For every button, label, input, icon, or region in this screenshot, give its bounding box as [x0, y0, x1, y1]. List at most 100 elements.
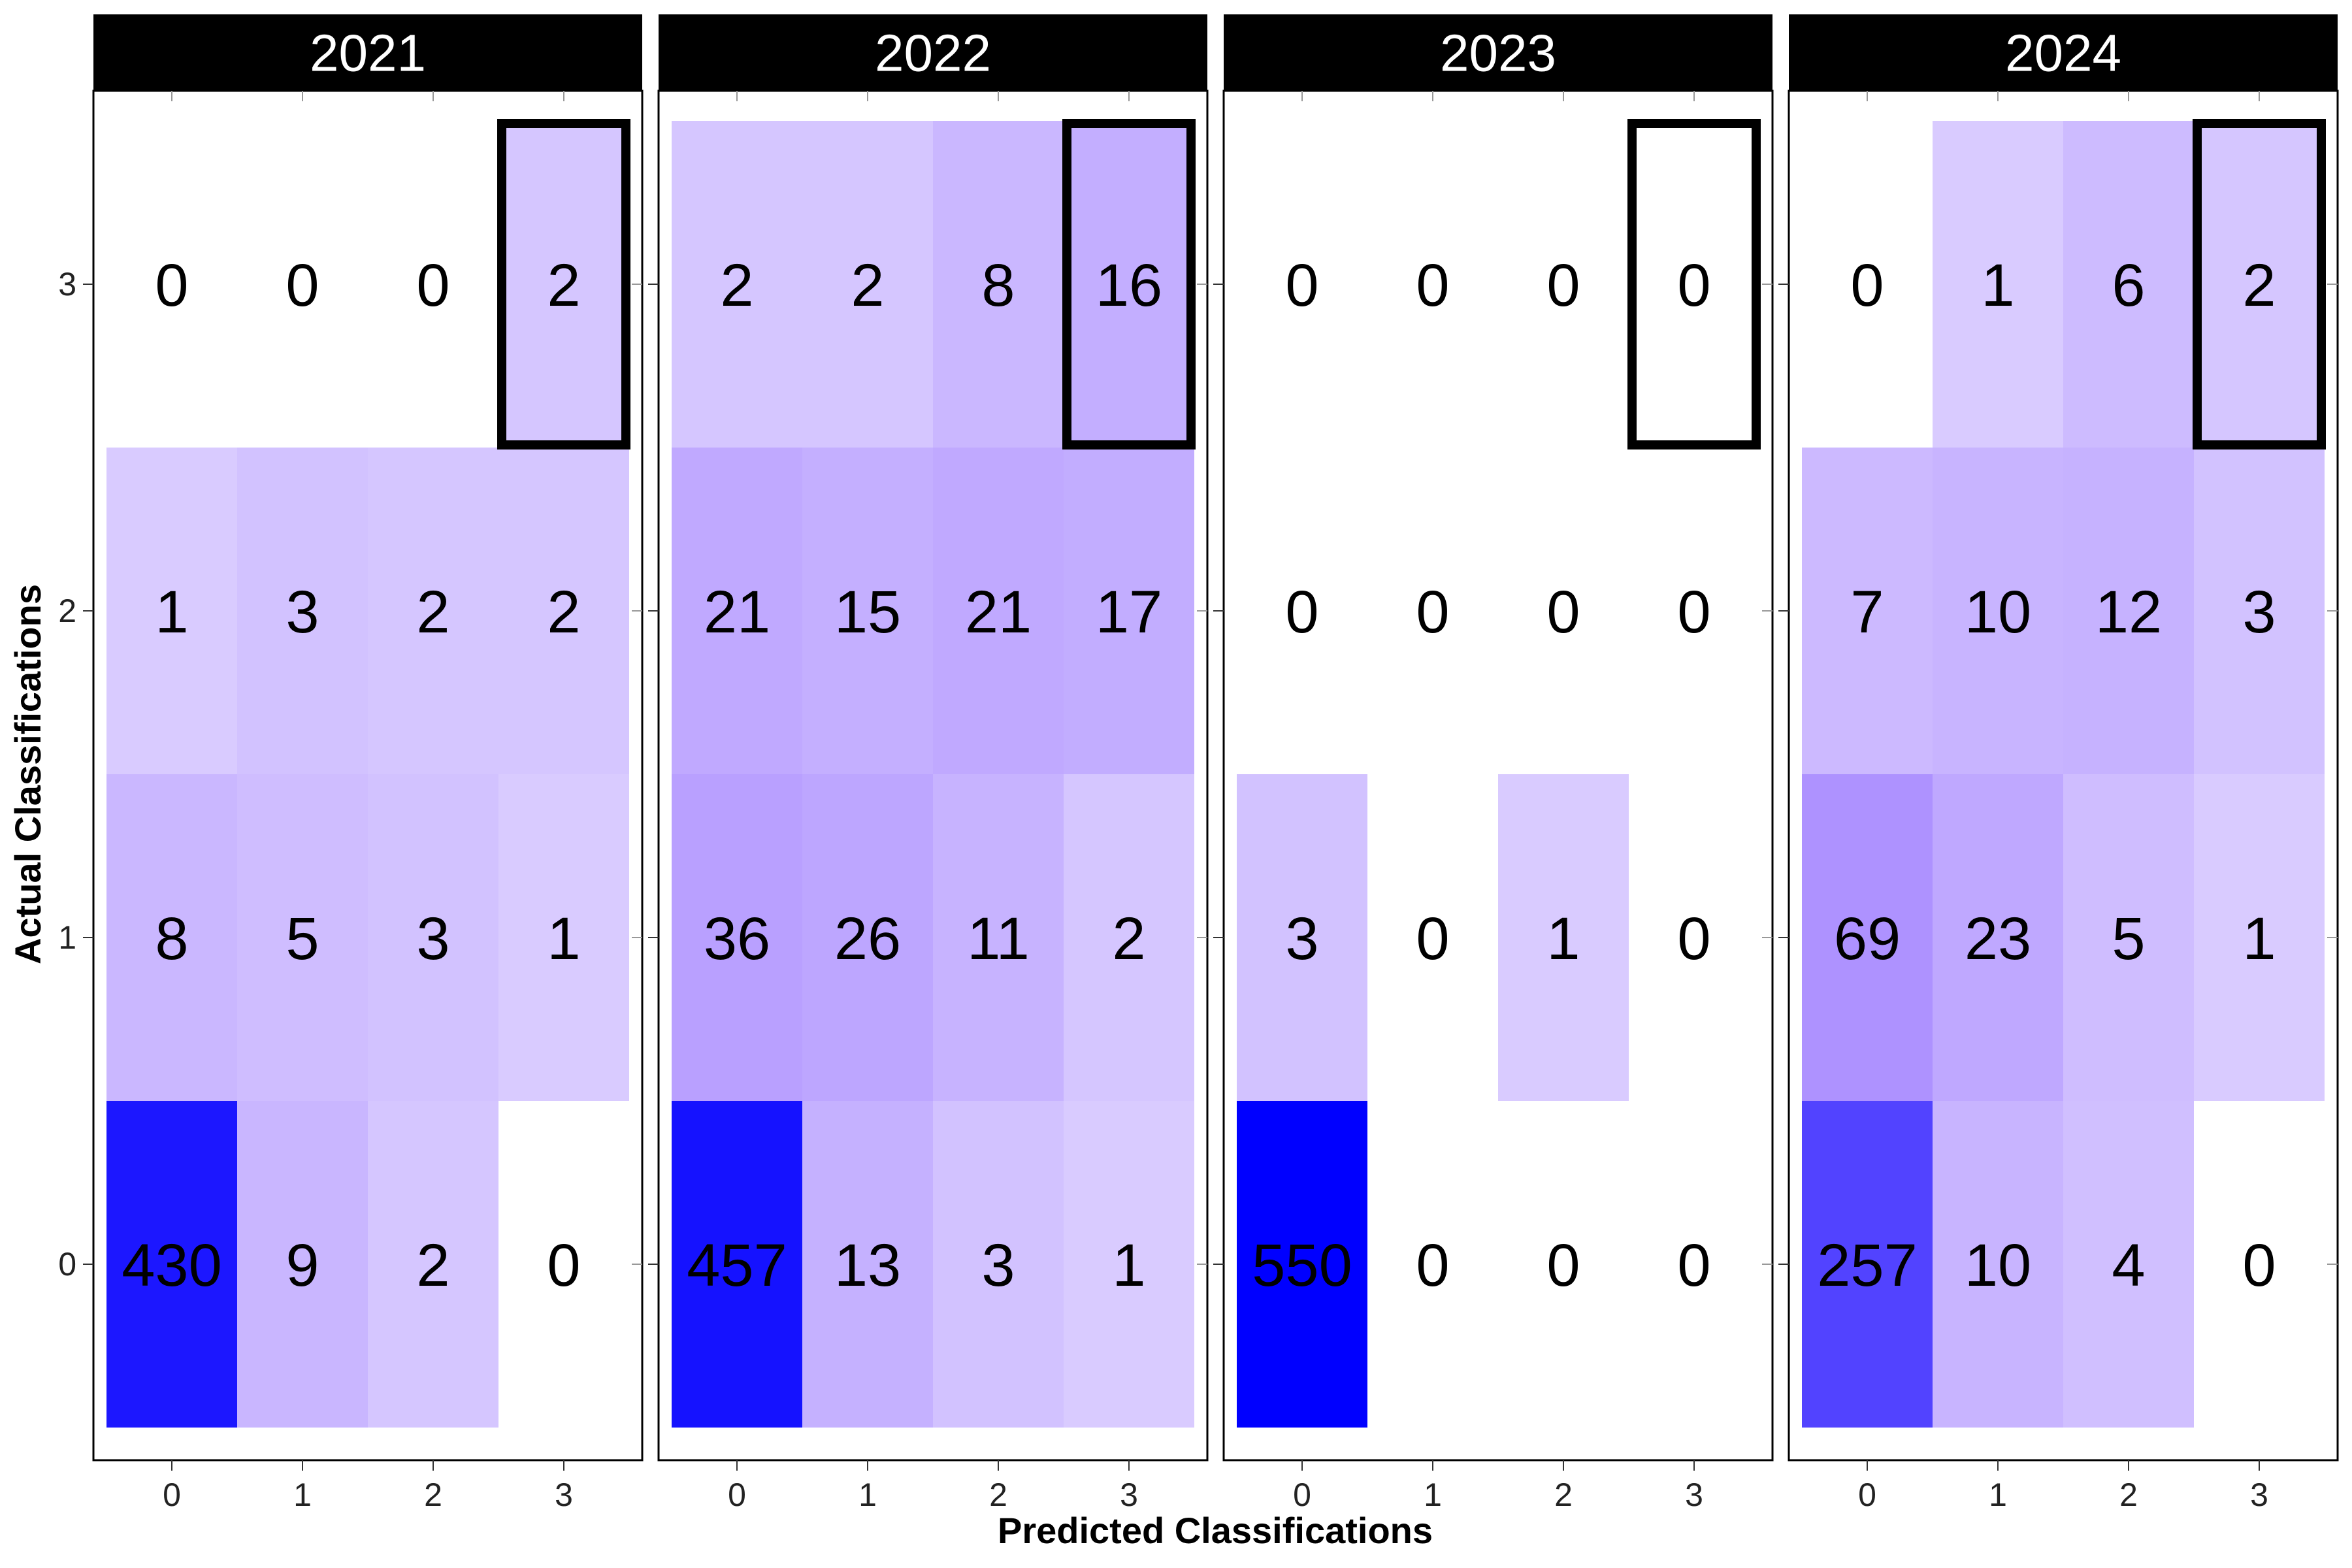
y-tick-label: 3	[58, 266, 76, 302]
facet-panel-2021: 2021 430 9 2 0 8 5 3 1 1 3 2 2 0 0 0 2 0 1 2 3	[92, 14, 644, 1513]
heatmap-cell	[802, 121, 933, 448]
x-tick-label: 0	[1293, 1477, 1311, 1513]
cell-value-label: 0	[286, 252, 319, 319]
cell-value-label: 0	[1416, 906, 1449, 972]
heatmap-cell	[1237, 774, 1367, 1101]
heatmap-cell	[1629, 121, 1759, 448]
heatmap-cell	[368, 774, 498, 1101]
heatmap-cell	[2194, 121, 2325, 448]
heatmap-cell	[1367, 121, 1498, 448]
heatmap-cell	[1064, 121, 1194, 448]
heatmap-cell	[672, 448, 802, 774]
cell-value-label: 3	[416, 906, 449, 972]
cell-value-label: 2	[547, 579, 580, 645]
cell-value-label: 1	[547, 906, 580, 972]
heatmap-cell	[933, 121, 1064, 448]
heatmap-cell	[106, 448, 237, 774]
cell-value-label: 0	[1546, 1232, 1580, 1299]
heatmap-cell	[1933, 774, 2063, 1101]
cell-value-label: 0	[1546, 252, 1580, 319]
highlight-box	[1062, 119, 1196, 449]
x-tick-label: 2	[2119, 1477, 2138, 1513]
facet-strip	[659, 14, 1207, 91]
cell-value-label: 2	[547, 252, 580, 319]
heatmap-cell	[2194, 774, 2325, 1101]
cell-value-label: 16	[1096, 252, 1162, 319]
cell-value-label: 3	[286, 579, 319, 645]
cell-value-label: 2	[851, 252, 884, 319]
cell-value-label: 17	[1096, 579, 1162, 645]
heatmap-cell	[1933, 121, 2063, 448]
heatmap-cell	[1802, 448, 1933, 774]
x-tick-label: 1	[1424, 1477, 1442, 1513]
cell-value-label: 0	[1677, 1232, 1710, 1299]
cell-value-label: 26	[834, 906, 901, 972]
cell-value-label: 2	[2242, 252, 2276, 319]
heatmap-cell	[498, 448, 629, 774]
cell-value-label: 36	[704, 906, 770, 972]
facet-strip	[1789, 14, 2338, 91]
cell-value-label: 5	[286, 906, 319, 972]
heatmap-cell	[237, 448, 368, 774]
cell-value-label: 3	[981, 1232, 1015, 1299]
heatmap-cell	[498, 121, 629, 448]
x-axis-title: Predicted Classifications	[998, 1510, 1433, 1551]
y-tick-label: 2	[58, 593, 76, 629]
cell-value-label: 0	[1546, 579, 1580, 645]
heatmap-cell	[1498, 774, 1629, 1101]
facet-panel-2022: 2022 457 13 3 1 36 26 11 2 21 15 21 17 2 2 8 16 0 1 2 3	[648, 14, 1209, 1513]
cell-value-label: 0	[2242, 1232, 2276, 1299]
heatmap-cell	[1237, 448, 1367, 774]
heatmap-cell	[2194, 1101, 2325, 1428]
highlight-box	[2193, 119, 2326, 449]
cell-value-label: 257	[1817, 1232, 1918, 1299]
heatmap-cell	[933, 774, 1064, 1101]
highlight-box	[497, 119, 630, 449]
x-tick-label: 0	[1858, 1477, 1876, 1513]
cell-value-label: 0	[1677, 906, 1710, 972]
cell-value-label: 0	[1285, 252, 1318, 319]
heatmap-cell	[106, 1101, 237, 1428]
heatmap-cell	[237, 1101, 368, 1428]
cell-value-label: 0	[155, 252, 188, 319]
heatmap-cell	[672, 121, 802, 448]
cell-value-label: 10	[1965, 1232, 2031, 1299]
facet-panel-2023: 2023 550 0 0 0 3 0 1 0 0 0 0 0 0 0 0 0 0 1 2 3	[1213, 14, 1774, 1513]
x-tick-label: 3	[1685, 1477, 1703, 1513]
cell-value-label: 10	[1965, 579, 2031, 645]
heatmap-cell	[1367, 774, 1498, 1101]
cell-value-label: 0	[547, 1232, 580, 1299]
x-tick-label: 3	[2250, 1477, 2268, 1513]
cell-value-label: 1	[1546, 906, 1580, 972]
y-axis-title: Actual Classifications	[7, 584, 48, 964]
cell-value-label: 3	[2242, 579, 2276, 645]
heatmap-cell	[368, 448, 498, 774]
heatmap-cell	[498, 1101, 629, 1428]
heatmap-cell	[933, 1101, 1064, 1428]
heatmap-cell	[1802, 774, 1933, 1101]
x-tick-label: 0	[728, 1477, 746, 1513]
cell-value-label: 4	[2112, 1232, 2145, 1299]
x-tick-label: 3	[555, 1477, 573, 1513]
facet-strip	[1224, 14, 1772, 91]
heatmap-cell	[2063, 121, 2194, 448]
x-tick-label: 3	[1120, 1477, 1138, 1513]
x-tick-label: 1	[858, 1477, 877, 1513]
cell-value-label: 0	[1850, 252, 1884, 319]
heatmap-cell	[1498, 121, 1629, 448]
cell-value-label: 1	[2242, 906, 2276, 972]
cell-value-label: 21	[965, 579, 1032, 645]
cell-value-label: 69	[1834, 906, 1901, 972]
cell-value-label: 9	[286, 1232, 319, 1299]
heatmap-cell	[2194, 448, 2325, 774]
cell-value-label: 2	[720, 252, 753, 319]
cell-value-label: 11	[967, 906, 1030, 972]
y-tick-label: 1	[58, 919, 76, 956]
cell-value-label: 550	[1252, 1232, 1352, 1299]
heatmap-cell	[498, 774, 629, 1101]
heatmap-cell	[802, 1101, 933, 1428]
heatmap-cell	[368, 121, 498, 448]
